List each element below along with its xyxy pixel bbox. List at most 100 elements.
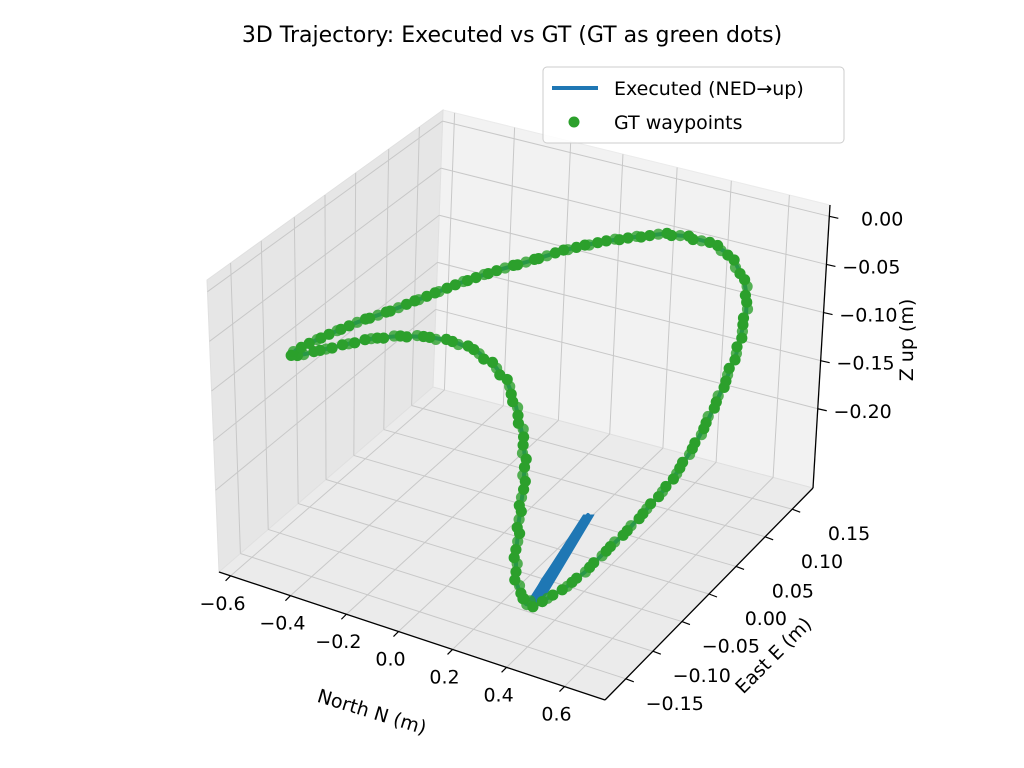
legend: Executed (NED→up) GT waypoints [542, 66, 845, 144]
y-tick-label: 0.05 [772, 580, 814, 602]
y-tick-mark [764, 536, 774, 541]
z-tick-label: −0.15 [836, 353, 894, 375]
gt-waypoint [667, 473, 680, 485]
grid-line-x-wall [662, 167, 678, 449]
legend-frame [542, 66, 845, 144]
gt-waypoint [613, 234, 626, 246]
z-tick-mark [820, 360, 830, 364]
gt-waypoint [592, 237, 604, 249]
grid-line-y-wall [383, 149, 390, 430]
z-tick-mark [823, 311, 833, 316]
gt-waypoint [520, 256, 532, 268]
z-tick-label: −0.05 [842, 256, 900, 278]
x-tick-mark [340, 613, 347, 620]
gt-waypoint [440, 333, 452, 345]
grid-line-y-wall [230, 262, 241, 554]
gt-waypoint [511, 259, 524, 271]
y-tick-mark [652, 650, 662, 655]
gt-waypoint [562, 244, 574, 256]
x-tick-mark [501, 666, 507, 673]
grid-line-z [439, 214, 824, 314]
gt-waypoint [388, 330, 400, 342]
grid-line-y-wall [411, 126, 420, 406]
y-tick-label: −0.05 [702, 636, 760, 658]
x-tick-label: −0.6 [200, 593, 246, 615]
grid-line-y [411, 405, 793, 510]
grid-line-y [240, 553, 626, 680]
x-tick-mark [284, 595, 291, 602]
gt-waypoint [695, 235, 708, 247]
gt-waypoint [359, 334, 371, 346]
gt-waypoint [541, 250, 553, 262]
gt-waypoint [622, 232, 634, 244]
x-tick-label: 0.0 [375, 649, 405, 671]
z-tick-mark [826, 263, 836, 268]
z-tick-mark [817, 408, 827, 412]
x-tick-mark [559, 686, 565, 692]
gt-waypoint [718, 381, 730, 393]
gt-waypoint [517, 593, 529, 605]
z-tick-labels: −0.20 −0.15 −0.10 −0.05 0.00 [834, 208, 904, 422]
grid-line-z-wall [209, 167, 442, 342]
y-tick-labels: −0.15 −0.10 −0.05 0.00 0.05 0.10 0.15 [646, 523, 871, 715]
x-tick-label: 0.2 [429, 666, 459, 688]
gt-waypoint [536, 596, 548, 608]
y-tick-label: 0.15 [828, 523, 870, 545]
gt-waypoint [583, 239, 595, 251]
chart-title: 3D Trajectory: Executed vs GT (GT as gre… [242, 23, 782, 48]
x-tick-labels: −0.6 −0.4 −0.2 0.0 0.2 0.4 0.6 [200, 593, 572, 726]
z-tick-mark [829, 215, 839, 219]
grid-line-y [298, 503, 683, 623]
grid-line-y [353, 454, 737, 567]
x-tick-label: −0.4 [259, 613, 305, 635]
gt-waypoint [741, 303, 754, 315]
gt-waypoint [579, 566, 592, 578]
y-tick-mark [681, 620, 691, 626]
z-tick-label: 0.00 [861, 208, 903, 230]
y-tick-label: −0.15 [646, 693, 704, 715]
legend-label-executed: Executed (NED→up) [614, 78, 804, 100]
grid-line-z [437, 261, 821, 362]
gt-waypoint [695, 429, 708, 441]
grid-line-y [268, 528, 653, 652]
gt-waypoint [556, 584, 568, 596]
grid-line-x-wall [772, 194, 790, 478]
gt-waypoint [491, 265, 503, 277]
grid-line-y [383, 429, 766, 538]
gt-waypoint [411, 330, 423, 342]
gt-waypoint [570, 241, 583, 253]
legend-label-gt: GT waypoints [614, 112, 742, 134]
gt-waypoint [596, 550, 608, 562]
grid-line-z [440, 167, 827, 265]
gt-waypoint [736, 332, 748, 344]
z-tick-label: −0.10 [839, 305, 897, 327]
gt-waypoint [512, 417, 525, 429]
gt-waypoint [516, 447, 529, 459]
gt-waypoints-series [285, 227, 754, 613]
gt-waypoint [635, 231, 647, 243]
x-tick-mark [447, 649, 453, 655]
x-tick-label: −0.2 [315, 631, 361, 653]
gt-waypoint [462, 340, 474, 352]
grid-line-y-wall [260, 240, 269, 530]
gt-waypoint [336, 339, 349, 351]
x-tick-mark [393, 631, 399, 637]
grid-line-z [442, 120, 830, 217]
grid-line-y-wall [353, 172, 357, 456]
y-tick-mark [625, 678, 635, 683]
gt-waypoint [652, 228, 665, 240]
gt-waypoint [684, 448, 696, 460]
gt-waypoint [653, 491, 665, 503]
gt-waypoint [486, 356, 499, 368]
grid-line-z-wall [211, 214, 440, 392]
gt-waypoint [708, 402, 720, 414]
x-tick-label: 0.4 [483, 684, 513, 706]
x-tick-label: 0.6 [541, 704, 571, 726]
gt-waypoint [517, 439, 529, 451]
y-tick-label: 0.10 [801, 551, 843, 573]
grid-line-x-wall [715, 180, 732, 463]
x-axis-line [218, 571, 606, 701]
gt-waypoint [674, 230, 686, 242]
grid-line-z [435, 308, 818, 410]
